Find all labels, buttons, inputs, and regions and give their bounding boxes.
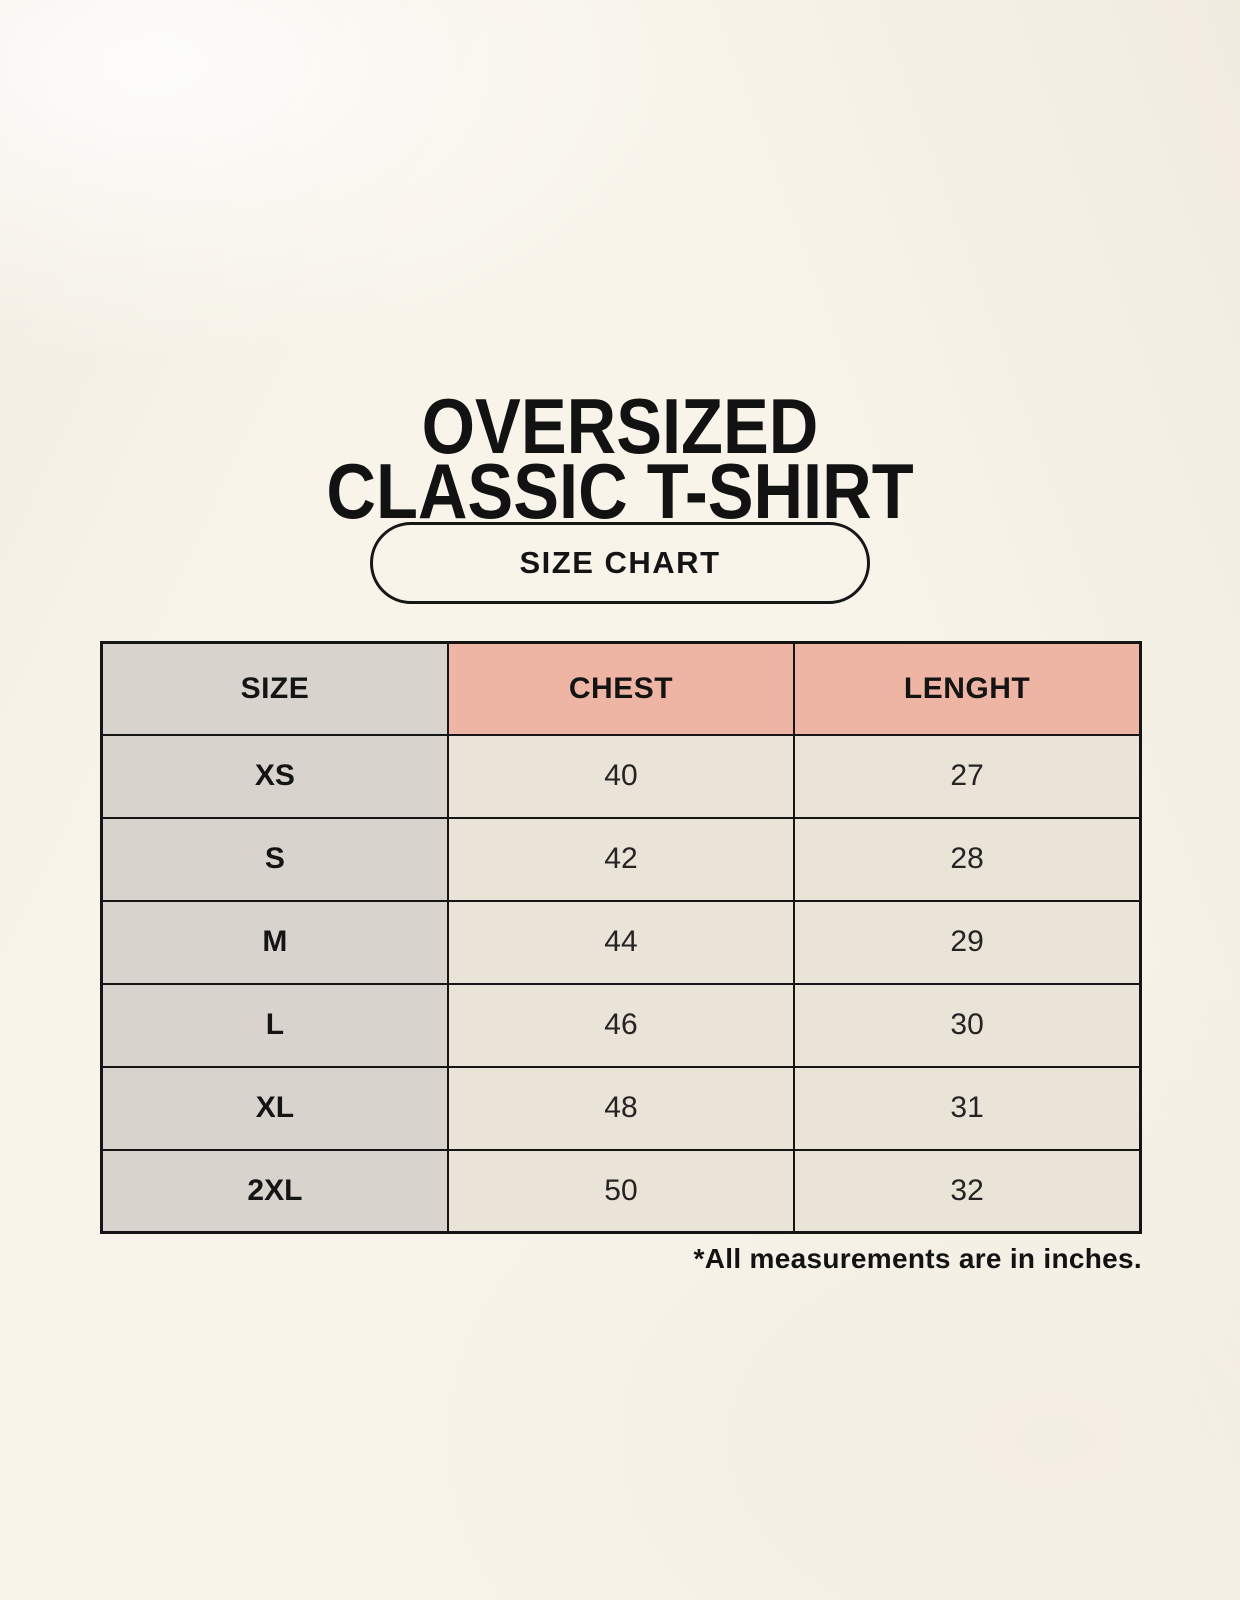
page-title-line2: CLASSIC T-SHIRT — [326, 447, 914, 536]
cell-chest: 46 — [446, 982, 796, 1068]
cell-size: XS — [100, 733, 449, 819]
column-header-length: LENGHT — [793, 641, 1142, 736]
cell-length: 30 — [793, 982, 1142, 1068]
cell-length: 27 — [793, 733, 1142, 819]
table-row: XL 48 31 — [100, 1065, 1142, 1151]
cell-size: M — [100, 899, 449, 985]
size-chart-button-label: SIZE CHART — [519, 545, 721, 580]
column-header-chest: CHEST — [446, 641, 796, 736]
size-chart-button[interactable]: SIZE CHART — [370, 522, 870, 604]
table-row: L 46 30 — [100, 982, 1142, 1068]
measurements-footnote: *All measurements are in inches. — [693, 1243, 1142, 1274]
cell-size: 2XL — [100, 1148, 449, 1234]
page-title: OVERSIZED CLASSIC T-SHIRT — [74, 387, 1165, 530]
cell-chest: 48 — [446, 1065, 796, 1151]
size-table: SIZE CHEST LENGHT XS 40 27 S 42 28 M 44 … — [100, 641, 1142, 1234]
cell-size: XL — [100, 1065, 449, 1151]
table-row: XS 40 27 — [100, 733, 1142, 819]
cell-size: S — [100, 816, 449, 902]
cell-length: 31 — [793, 1065, 1142, 1151]
cell-length: 29 — [793, 899, 1142, 985]
page-title-line1: OVERSIZED — [421, 382, 819, 471]
table-row: 2XL 50 32 — [100, 1148, 1142, 1234]
cell-size: L — [100, 982, 449, 1068]
table-row: S 42 28 — [100, 816, 1142, 902]
cell-chest: 44 — [446, 899, 796, 985]
cell-length: 28 — [793, 816, 1142, 902]
cell-chest: 40 — [446, 733, 796, 819]
column-header-size: SIZE — [100, 641, 449, 736]
table-header-row: SIZE CHEST LENGHT — [100, 641, 1142, 736]
cell-length: 32 — [793, 1148, 1142, 1234]
cell-chest: 50 — [446, 1148, 796, 1234]
table-row: M 44 29 — [100, 899, 1142, 985]
cell-chest: 42 — [446, 816, 796, 902]
